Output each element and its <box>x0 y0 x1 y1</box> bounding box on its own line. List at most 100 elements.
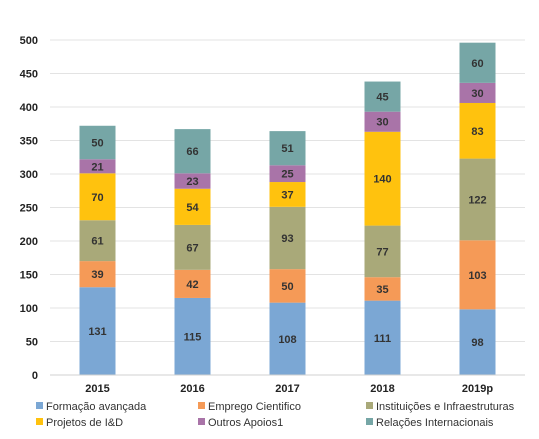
y-tick-label: 400 <box>20 102 38 114</box>
y-tick-label: 350 <box>20 136 38 148</box>
data-label: 67 <box>186 242 198 254</box>
data-label: 108 <box>278 334 296 346</box>
bar-segment-2015-1 <box>79 261 116 288</box>
legend-item: Projetos de I&D <box>36 417 123 429</box>
y-tick-label: 250 <box>20 203 38 215</box>
bar-segment-2019p-2 <box>459 158 496 241</box>
legend-swatch <box>36 418 43 425</box>
bar-segment-2015-0 <box>79 287 116 375</box>
bars <box>79 42 496 375</box>
legend-label: Relações Internacionais <box>376 417 494 429</box>
x-tick-label: 2017 <box>275 383 299 395</box>
legend-label: Projetos de I&D <box>46 417 123 429</box>
legend-item: Emprego Cientifico <box>198 401 301 413</box>
legend-swatch <box>198 418 205 425</box>
bar-segment-2018-4 <box>364 111 401 132</box>
data-label: 35 <box>376 284 388 296</box>
y-tick-label: 0 <box>32 370 38 382</box>
bar-segment-2015-2 <box>79 220 116 262</box>
data-label: 111 <box>374 333 391 345</box>
legend: Formação avançada Emprego Cientifico Insti… <box>36 401 515 429</box>
data-label: 131 <box>88 326 106 338</box>
y-tick-label: 300 <box>20 169 38 181</box>
data-label: 50 <box>91 138 103 150</box>
bar-segment-2017-5 <box>269 131 306 166</box>
data-label: 30 <box>376 117 388 129</box>
y-tick-label: 500 <box>20 35 38 47</box>
data-label: 51 <box>281 143 293 155</box>
y-tick-label: 150 <box>20 270 38 282</box>
data-label: 30 <box>471 88 483 100</box>
x-tick-label: 2016 <box>180 383 204 395</box>
data-label: 77 <box>376 246 388 258</box>
bar-segment-2019p-5 <box>459 42 496 83</box>
y-tick-label: 200 <box>20 236 38 248</box>
legend-swatch <box>366 418 373 425</box>
bar-segment-2019p-4 <box>459 82 496 103</box>
bar-segment-2016-1 <box>174 269 211 298</box>
legend-label: Outros Apoios1 <box>208 417 283 429</box>
bar-segment-2018-5 <box>364 81 401 112</box>
data-label: 42 <box>186 279 198 291</box>
bar-segment-2019p-0 <box>459 309 496 375</box>
data-label: 83 <box>471 126 483 138</box>
x-tick-label: 2018 <box>370 383 394 395</box>
data-label: 25 <box>281 169 293 181</box>
bar-segment-2016-3 <box>174 188 211 225</box>
legend-label: Formação avançada <box>46 401 147 413</box>
data-label: 37 <box>281 189 293 201</box>
data-label: 45 <box>376 92 388 104</box>
x-tick-label: 2019p <box>462 383 493 395</box>
data-label: 140 <box>373 174 391 186</box>
bar-segment-2016-4 <box>174 173 211 189</box>
legend-item: Outros Apoios1 <box>198 417 283 429</box>
y-tick-label: 50 <box>26 337 38 349</box>
bar-segment-2017-4 <box>269 165 306 183</box>
legend-label: Emprego Cientifico <box>208 401 301 413</box>
data-label: 39 <box>91 269 103 281</box>
legend-label: Instituições e Infraestruturas <box>376 401 515 413</box>
bar-segment-2017-3 <box>269 182 306 207</box>
legend-item: Instituições e Infraestruturas <box>366 401 515 413</box>
bar-segment-2017-1 <box>269 269 306 303</box>
bar-segment-2015-5 <box>79 125 116 160</box>
data-label: 70 <box>91 192 103 204</box>
bar-segment-2015-4 <box>79 159 116 174</box>
x-tick-label: 2015 <box>85 383 109 395</box>
bar-segment-2019p-3 <box>459 102 496 159</box>
bar-segment-2016-2 <box>174 224 211 270</box>
bar-segment-2018-1 <box>364 277 401 301</box>
legend-item: Relações Internacionais <box>366 417 494 429</box>
bar-segment-2016-0 <box>174 297 211 375</box>
legend-swatch <box>36 402 43 409</box>
data-label: 98 <box>471 337 483 349</box>
bar-segment-2017-0 <box>269 302 306 375</box>
data-label: 61 <box>91 236 103 248</box>
bar-segment-2018-2 <box>364 225 401 278</box>
legend-swatch <box>198 402 205 409</box>
data-label: 23 <box>186 176 198 188</box>
legend-item: Formação avançada <box>36 401 147 413</box>
data-label: 93 <box>281 233 293 245</box>
data-label: 60 <box>471 58 483 70</box>
data-label: 21 <box>91 161 103 173</box>
y-axis: 0 50 100 150 200 250 300 350 400 450 500 <box>20 35 38 382</box>
y-tick-label: 100 <box>20 303 38 315</box>
bar-segment-2017-2 <box>269 206 306 270</box>
y-tick-label: 450 <box>20 69 38 81</box>
data-label: 66 <box>186 146 198 158</box>
data-label: 50 <box>281 281 293 293</box>
data-label: 54 <box>186 202 199 214</box>
data-label: 103 <box>468 270 486 282</box>
data-label: 115 <box>184 331 202 343</box>
bar-segment-2018-3 <box>364 131 401 226</box>
bar-segment-2019p-1 <box>459 240 496 310</box>
legend-swatch <box>366 402 373 409</box>
bar-segment-2016-5 <box>174 129 211 174</box>
bar-segment-2015-3 <box>79 173 116 221</box>
data-label: 122 <box>468 194 486 206</box>
bar-segment-2018-0 <box>364 300 401 375</box>
data-labels: 131 39 61 70 21 50 115 42 67 54 23 66 108 50 93 37 25 51 1… <box>88 58 486 349</box>
